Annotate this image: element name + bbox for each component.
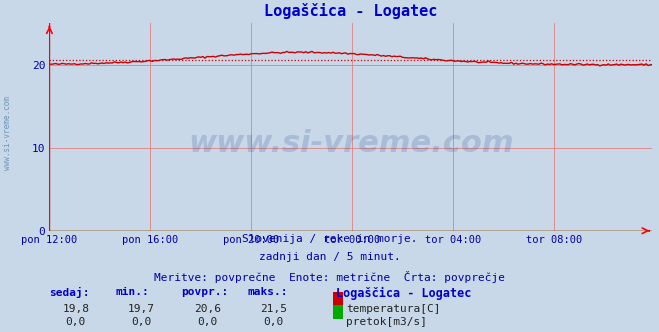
Text: temperatura[C]: temperatura[C]: [346, 304, 440, 314]
Text: 0,0: 0,0: [198, 317, 217, 327]
Title: Logaščica - Logatec: Logaščica - Logatec: [264, 3, 438, 19]
Text: 19,8: 19,8: [63, 304, 89, 314]
Text: 19,7: 19,7: [129, 304, 155, 314]
Text: Meritve: povprečne  Enote: metrične  Črta: povprečje: Meritve: povprečne Enote: metrične Črta:…: [154, 271, 505, 283]
Text: 0,0: 0,0: [132, 317, 152, 327]
Text: sedaj:: sedaj:: [49, 287, 90, 298]
Text: povpr.:: povpr.:: [181, 287, 229, 297]
Text: pretok[m3/s]: pretok[m3/s]: [346, 317, 427, 327]
Text: 20,6: 20,6: [194, 304, 221, 314]
Text: www.si-vreme.com: www.si-vreme.com: [3, 96, 13, 170]
Text: maks.:: maks.:: [247, 287, 287, 297]
Text: 0,0: 0,0: [264, 317, 283, 327]
Text: 0,0: 0,0: [66, 317, 86, 327]
Text: min.:: min.:: [115, 287, 149, 297]
Text: www.si-vreme.com: www.si-vreme.com: [188, 129, 514, 158]
Text: Logaščica - Logatec: Logaščica - Logatec: [336, 287, 471, 300]
Text: 21,5: 21,5: [260, 304, 287, 314]
Text: Slovenija / reke in morje.: Slovenija / reke in morje.: [242, 234, 417, 244]
Text: zadnji dan / 5 minut.: zadnji dan / 5 minut.: [258, 252, 401, 262]
